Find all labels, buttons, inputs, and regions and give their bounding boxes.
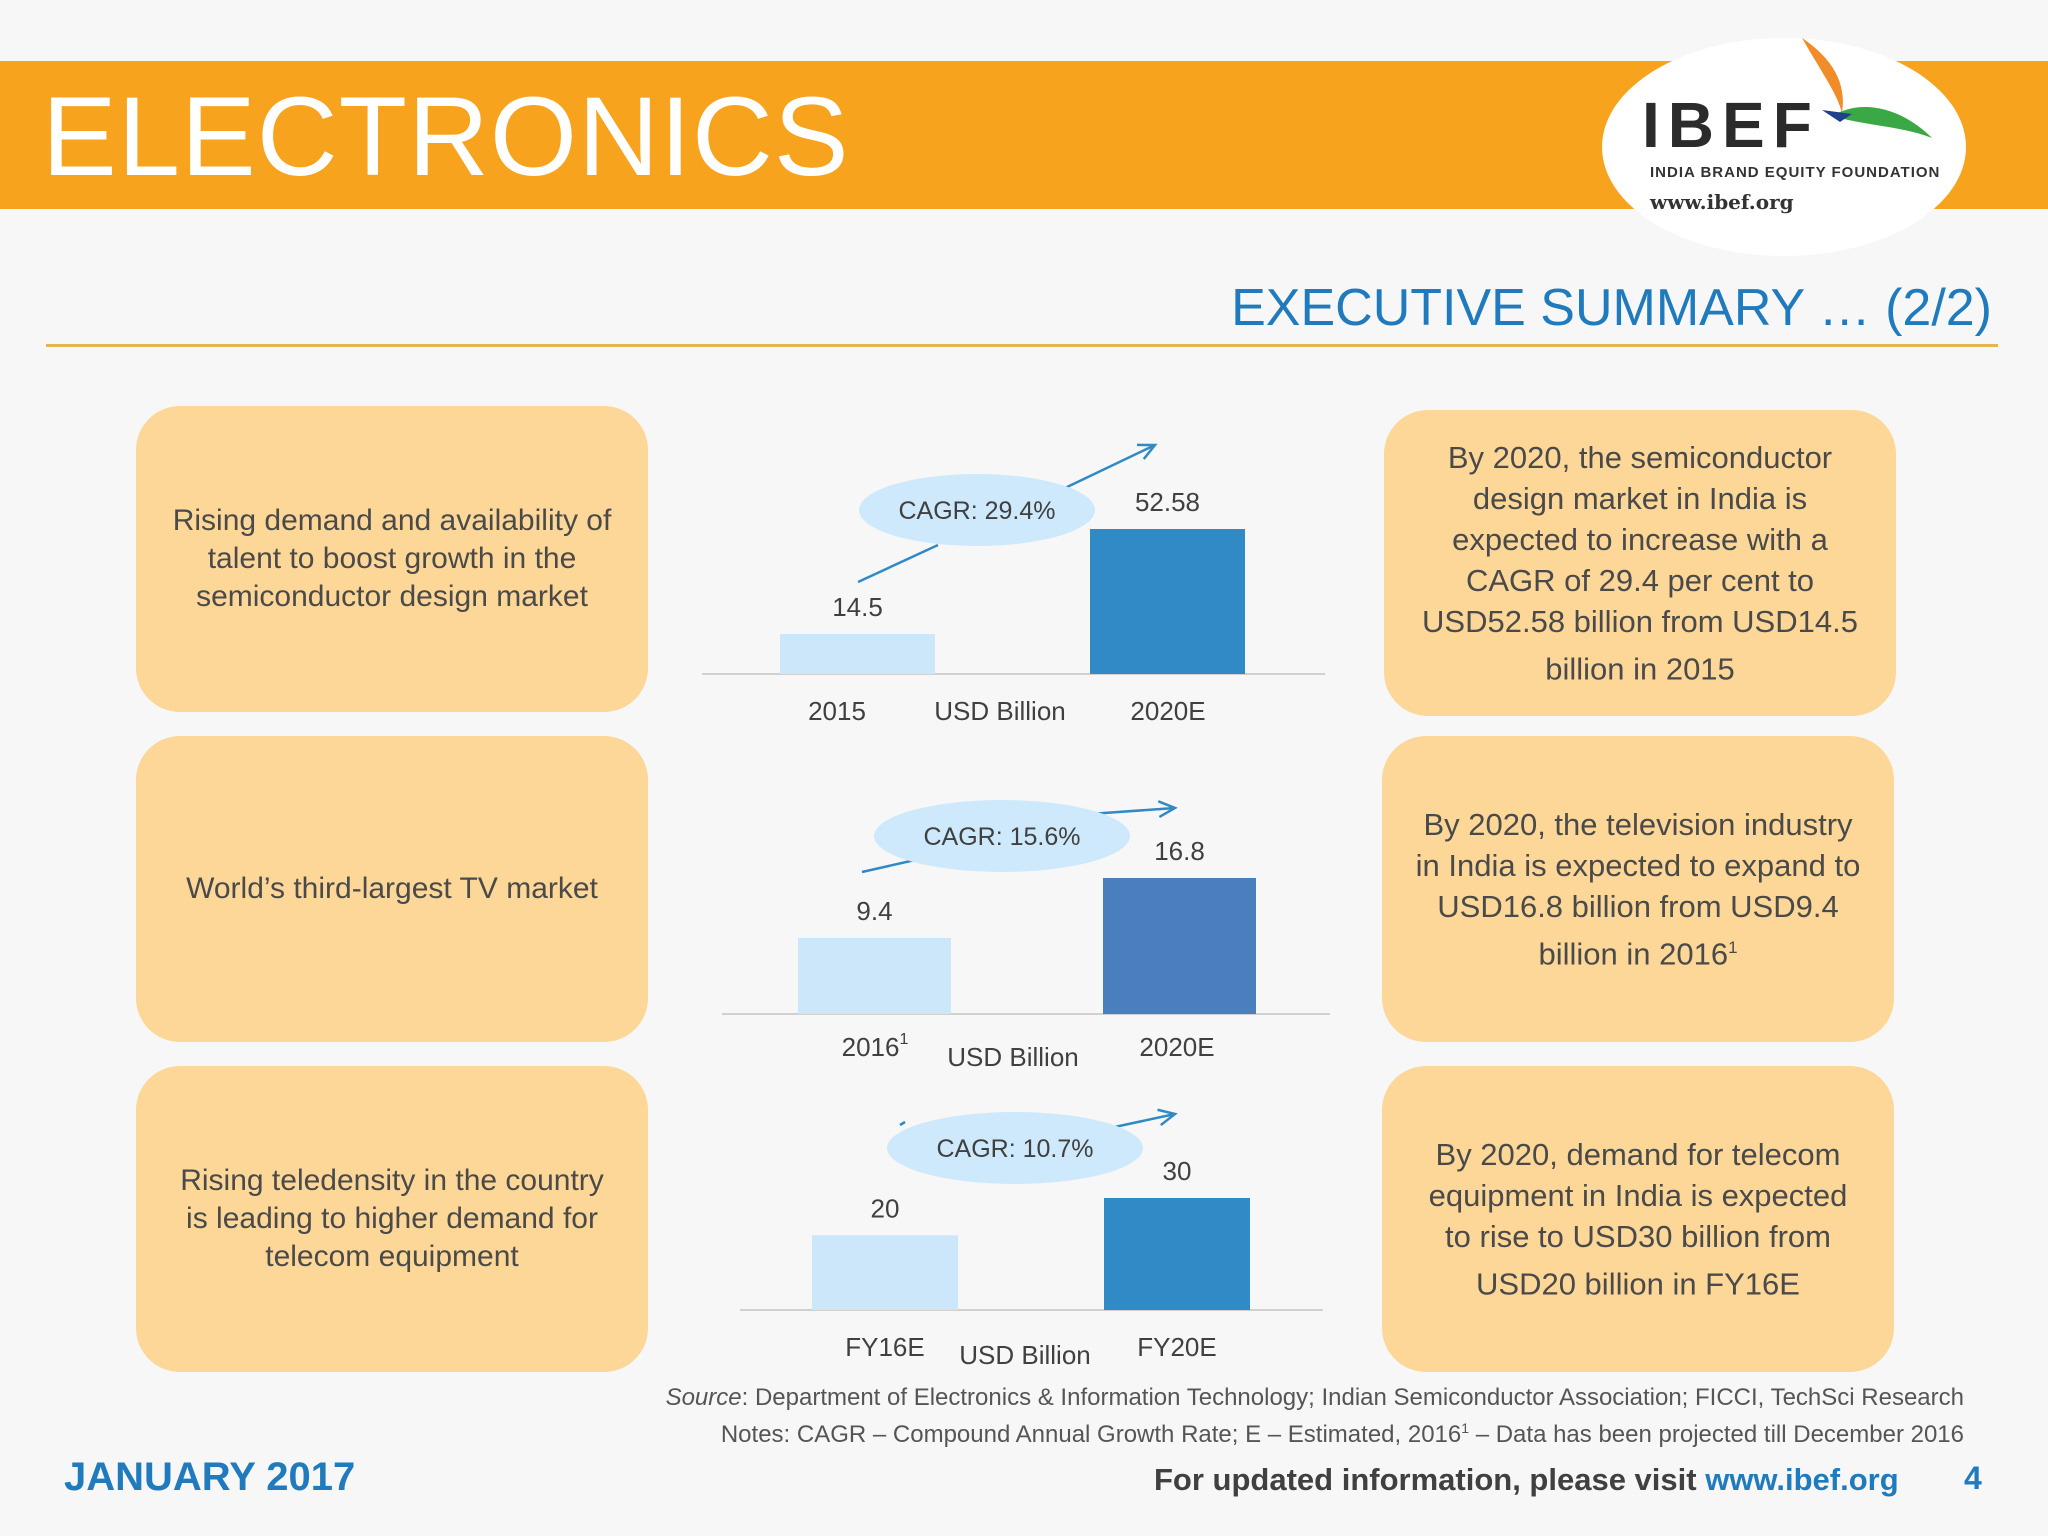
x-tick-sup: 1: [899, 1031, 908, 1048]
cagr-bubble: [874, 800, 1130, 872]
right-card-body: By 2020, the television industry in Indi…: [1415, 806, 1861, 972]
cagr-label: CAGR: 29.4%: [898, 497, 1055, 525]
bar-2020e: [1090, 529, 1245, 674]
bar-2020e: [1103, 878, 1256, 1014]
notes-sup: 1: [1461, 1420, 1470, 1436]
cagr-label: CAGR: 10.7%: [936, 1135, 1093, 1163]
notes-line: Notes: CAGR – Compound Annual Growth Rat…: [666, 1413, 1964, 1450]
bar-value-label: 9.4: [856, 896, 892, 926]
bar-value-label: 30: [1163, 1156, 1192, 1186]
right-card-sup: 1: [1728, 937, 1738, 957]
x-axis-label: USD Billion: [947, 1042, 1079, 1072]
cagr-bubble: [859, 474, 1095, 546]
bar-value-label: 14.5: [832, 592, 883, 622]
x-tick-label: 2015: [808, 696, 866, 726]
right-card-tv: By 2020, the television industry in Indi…: [1382, 736, 1894, 1042]
cagr-bubble: [887, 1112, 1143, 1184]
bar-value-label: 20: [871, 1193, 900, 1223]
right-card-semiconductor: By 2020, the semiconductor design market…: [1384, 410, 1896, 716]
footer-visit: For updated information, please visit ww…: [1154, 1462, 1899, 1498]
growth-arrow-tail: [857, 543, 939, 584]
x-axis-label: USD Billion: [959, 1340, 1091, 1370]
growth-arrow-tail: [899, 1120, 906, 1127]
right-card-body: By 2020, the semiconductor design market…: [1422, 439, 1858, 687]
left-card-tv: World’s third-largest TV market: [136, 736, 648, 1042]
right-card-text: By 2020, the semiconductor design market…: [1414, 437, 1866, 689]
x-axis-label: USD Billion: [934, 696, 1066, 726]
bar-fy16e: [812, 1235, 958, 1310]
visit-text: For updated information, please visit: [1154, 1462, 1706, 1497]
section-title: EXECUTIVE SUMMARY … (2/2): [1231, 279, 1992, 337]
left-card-text: World’s third-largest TV market: [186, 872, 598, 905]
x-tick-label: 2020E: [1130, 696, 1205, 726]
logo-name: IBEF: [1642, 89, 1820, 161]
bar-fy20e: [1104, 1198, 1250, 1310]
source-line: Source: Department of Electronics & Info…: [666, 1382, 1964, 1413]
notes-tail: – Data has been projected till December …: [1469, 1421, 1964, 1448]
x-tick-label: 2020E: [1139, 1032, 1214, 1062]
bar-value-label: 52.58: [1135, 487, 1200, 517]
x-tick-label: 20161: [842, 1031, 909, 1062]
right-card-text: By 2020, the television industry in Indi…: [1412, 804, 1864, 974]
left-card-text: Rising demand and availability of talent…: [172, 504, 612, 613]
page-title: ELECTRONICS: [42, 74, 850, 199]
x-tick-label: FY16E: [845, 1332, 925, 1362]
left-card-telecom: Rising teledensity in the country is lea…: [136, 1066, 648, 1372]
notes-text: Notes: CAGR – Compound Annual Growth Rat…: [720, 1421, 1462, 1448]
logo-url: www.ibef.org: [1650, 190, 1794, 214]
arrow-icon: [1136, 443, 1158, 460]
ibef-logo[interactable]: IBEF INDIA BRAND EQUITY FOUNDATION www.i…: [1602, 38, 1966, 256]
tv-chart: 9.4 20161 16.8 2020E USD Billion CAGR: 15.6%: [722, 800, 1330, 1072]
semiconductor-chart: 14.5 2015 52.58 2020E USD Billion CAGR: 29.4%: [702, 443, 1325, 726]
visit-link[interactable]: www.ibef.org: [1705, 1462, 1899, 1497]
x-tick-label: FY20E: [1137, 1332, 1217, 1362]
footer-date: JANUARY 2017: [64, 1455, 356, 1499]
growth-arrow-head: [1109, 1112, 1176, 1130]
telecom-chart: 20 FY16E 30 FY20E USD Billion CAGR: 10.7%: [740, 1108, 1323, 1370]
growth-arrow-head: [1064, 443, 1156, 490]
right-card-text: By 2020, demand for telecom equipment in…: [1412, 1134, 1864, 1304]
source-notes: Source: Department of Electronics & Info…: [666, 1382, 1964, 1450]
right-card-telecom: By 2020, demand for telecom equipment in…: [1382, 1066, 1894, 1372]
title-divider: [46, 344, 1998, 347]
bar-2015: [780, 634, 935, 674]
bar-value-label: 16.8: [1154, 836, 1205, 866]
source-text: : Department of Electronics & Informatio…: [741, 1384, 1964, 1411]
page-number: 4: [1964, 1460, 1982, 1496]
arrow-icon: [1157, 800, 1178, 819]
cagr-label: CAGR: 15.6%: [923, 823, 1080, 851]
left-card-text: Rising teledensity in the country is lea…: [180, 1164, 604, 1273]
left-card-semiconductor: Rising demand and availability of talent…: [136, 406, 648, 712]
right-card-body: By 2020, demand for telecom equipment in…: [1428, 1136, 1848, 1302]
bar-2016: [798, 937, 951, 1014]
growth-arrow-head: [1089, 806, 1176, 816]
logo-tagline: INDIA BRAND EQUITY FOUNDATION: [1650, 164, 1941, 181]
bird-logo-icon: [1802, 38, 1932, 138]
growth-arrow-tail: [861, 858, 916, 874]
source-label: Source: [665, 1384, 742, 1411]
arrow-icon: [1157, 1108, 1178, 1127]
